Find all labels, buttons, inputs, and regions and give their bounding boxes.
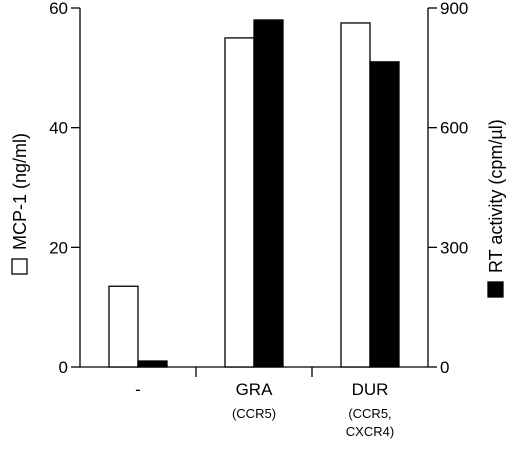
category-label: GRA (236, 380, 274, 399)
right-tick-label: 600 (440, 119, 468, 138)
category-sublabel: (CCR5, (348, 406, 391, 421)
category-label: DUR (352, 380, 389, 399)
right-tick-label: 900 (440, 0, 468, 18)
left-tick-label: 20 (49, 238, 68, 257)
category-sublabel: CXCR4) (346, 424, 394, 439)
left-tick-label: 40 (49, 119, 68, 138)
mcp1-bar (224, 37, 255, 368)
right-ticks: 0 300 600 900 (428, 0, 468, 377)
right-tick-label: 300 (440, 238, 468, 257)
left-ticks: 0 20 40 60 (49, 0, 80, 377)
rt-activity-bar (253, 19, 284, 368)
rt-activity-bar (137, 360, 168, 368)
rt-activity-bar (369, 61, 400, 368)
left-tick-label: 60 (49, 0, 68, 18)
left-axis-title: MCP-1 (ng/ml) (10, 133, 30, 275)
rt-legend-marker (487, 281, 504, 298)
left-tick-label: 0 (59, 358, 68, 377)
left-axis-label: MCP-1 (ng/ml) (10, 133, 30, 250)
x-ticks (195, 367, 313, 377)
right-axis-label: RT activity (cpm/µl) (486, 119, 506, 273)
bars (108, 19, 400, 368)
mcp1-bar (108, 285, 139, 368)
right-tick-label: 0 (440, 358, 449, 377)
right-axis-title: RT activity (cpm/µl) (486, 119, 506, 298)
category-sublabel: (CCR5) (232, 406, 276, 421)
mcp1-legend-marker (11, 258, 28, 275)
category-labels: - GRA (CCR5) DUR (CCR5, CXCR4) (135, 380, 394, 439)
mcp1-bar (340, 22, 371, 368)
category-label: - (135, 380, 141, 399)
